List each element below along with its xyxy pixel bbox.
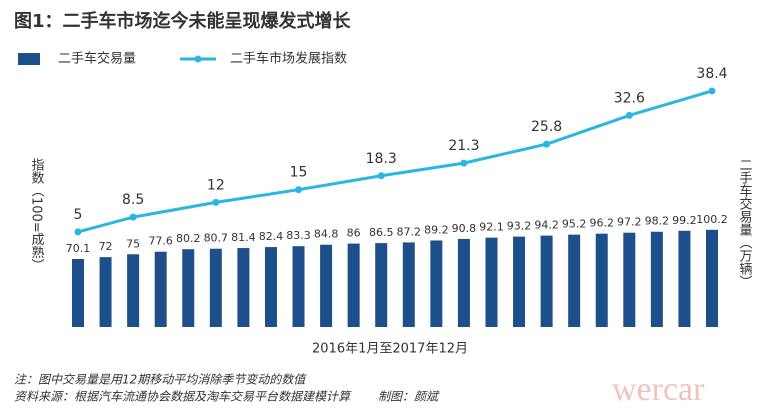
bar (402, 242, 415, 327)
bar-label: 100.2 (696, 213, 728, 226)
index-label: 15 (290, 165, 308, 181)
bar (292, 246, 305, 327)
bar (264, 247, 277, 327)
bar-label: 97.2 (617, 216, 642, 229)
bar (347, 243, 360, 327)
x-axis-label: 2016年1月至2017年12月 (312, 342, 468, 357)
bar (72, 259, 84, 327)
bar-label: 75 (126, 237, 140, 250)
index-marker (212, 198, 220, 206)
bar-label: 82.4 (259, 230, 284, 243)
y2-axis-label: 二手车交易量（万辆） (737, 158, 753, 288)
bar (568, 234, 581, 327)
bar (375, 243, 388, 327)
index-label: 12 (207, 177, 225, 193)
bar-label: 96.2 (589, 217, 614, 230)
index-marker (625, 111, 633, 119)
bar (99, 257, 112, 327)
watermark: wercar (612, 371, 705, 408)
bar-label: 84.8 (314, 228, 339, 241)
index-label: 18.3 (366, 151, 397, 167)
bar (182, 249, 195, 327)
legend-marker (194, 55, 202, 63)
bar-label: 90.8 (452, 222, 477, 235)
legend-swatch (18, 53, 40, 65)
index-label: 21.3 (448, 138, 479, 154)
bar-label: 80.7 (204, 232, 229, 245)
index-label: 8.5 (122, 192, 144, 208)
bar-label: 83.3 (286, 229, 311, 242)
index-label: 25.8 (531, 119, 562, 135)
bar (650, 231, 663, 327)
bar-label: 98.2 (645, 215, 670, 228)
index-marker (74, 228, 82, 236)
chart-title: 图1：二手车市场迄今未能呈现爆发式增长 (14, 10, 352, 32)
bar-label: 70.1 (66, 242, 91, 255)
bar-label: 72 (99, 240, 113, 253)
bar (127, 254, 140, 327)
bar (623, 232, 636, 327)
bar-label: 80.2 (176, 232, 201, 245)
index-marker (295, 186, 303, 194)
bar (540, 235, 553, 327)
bar-label: 94.2 (534, 219, 559, 232)
bar (706, 229, 718, 327)
bar (485, 237, 498, 327)
bar (154, 251, 167, 327)
index-marker (708, 87, 716, 95)
index-label: 38.4 (696, 66, 727, 82)
bar-label: 89.2 (424, 223, 449, 236)
bar-label: 93.2 (507, 220, 532, 233)
bar (320, 244, 333, 327)
bar (678, 230, 691, 327)
legend-label: 二手车交易量 (58, 51, 136, 67)
bar (457, 238, 470, 327)
bar-label: 99.2 (672, 214, 697, 227)
bar-label: 86 (347, 227, 361, 240)
note: 注：图中交易量是用12期移动平均消除季节变动的数值 (14, 373, 307, 387)
bar (595, 233, 608, 327)
bar-label: 92.1 (479, 221, 504, 234)
index-marker (460, 159, 468, 167)
legend-label: 二手车市场发展指数 (230, 51, 347, 67)
index-marker (543, 140, 551, 148)
bar (513, 236, 526, 327)
bar-label: 77.6 (148, 235, 173, 248)
y-axis-label: 指数（100=成熟） (29, 158, 45, 272)
bar-label: 81.4 (231, 231, 256, 244)
bar (430, 240, 443, 327)
index-label: 32.6 (614, 90, 645, 106)
bar-label: 86.5 (369, 226, 394, 239)
index-marker (129, 213, 137, 221)
credit: 制图：颜斌 (378, 390, 440, 404)
source: 资料来源：根据汽车流通协会数据及淘车交易平台数据建模计算 (14, 390, 352, 404)
index-label: 5 (74, 207, 83, 223)
bar (237, 248, 250, 327)
bar-label: 95.2 (562, 218, 587, 231)
index-marker (377, 172, 385, 180)
bar (209, 248, 222, 327)
bar-label: 87.2 (397, 225, 422, 238)
